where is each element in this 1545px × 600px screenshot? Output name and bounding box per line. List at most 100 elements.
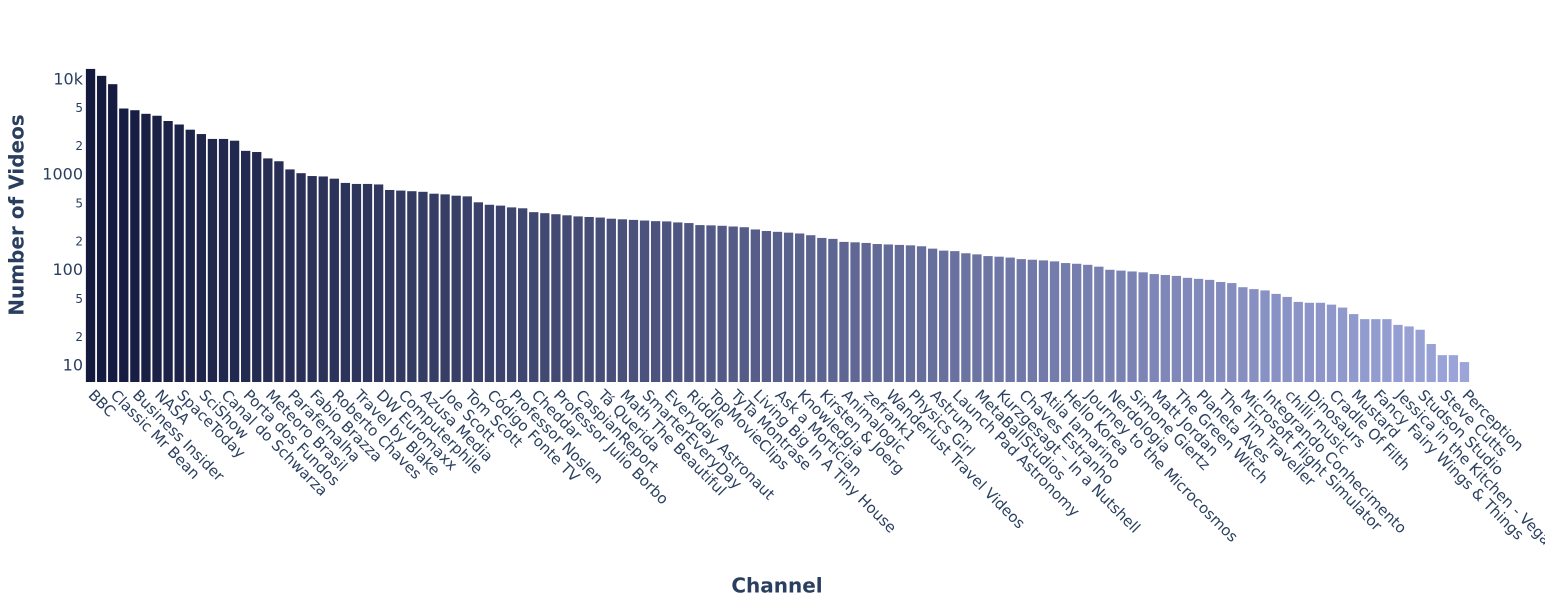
bar	[1382, 319, 1392, 382]
bar	[1193, 278, 1204, 382]
bar	[329, 178, 339, 382]
bar	[916, 246, 927, 382]
bar	[639, 220, 650, 382]
bar	[418, 191, 428, 382]
bar	[1016, 259, 1026, 382]
bar	[983, 256, 993, 382]
bar	[1260, 290, 1270, 382]
bar	[562, 215, 572, 382]
bar	[1005, 257, 1015, 382]
bar	[1315, 302, 1326, 382]
bar	[1160, 274, 1170, 382]
bar	[1448, 355, 1459, 382]
bar	[130, 110, 140, 383]
bar	[96, 75, 107, 383]
bar	[872, 244, 882, 382]
y-tick-label: 2	[75, 330, 83, 344]
bar	[1459, 362, 1470, 382]
bar	[440, 194, 450, 382]
y-tick-label: 2	[75, 139, 83, 153]
bar	[684, 223, 694, 382]
bar	[540, 213, 550, 382]
bar	[1149, 274, 1159, 382]
bar	[196, 134, 206, 382]
bar	[573, 216, 583, 382]
bar	[772, 231, 783, 382]
bar	[218, 138, 229, 382]
y-tick-label: 1000	[42, 165, 83, 184]
bar	[584, 216, 594, 382]
bar	[307, 176, 317, 382]
bar	[207, 138, 218, 382]
bar	[1105, 269, 1115, 382]
bar	[1027, 259, 1037, 382]
bar	[1415, 329, 1425, 382]
bar	[108, 84, 118, 383]
bar	[263, 158, 273, 382]
bar	[506, 207, 517, 382]
bar	[484, 204, 495, 382]
bar	[1116, 270, 1126, 382]
bar	[1426, 344, 1436, 382]
bar	[861, 242, 871, 382]
bar	[229, 140, 240, 382]
bar	[1360, 319, 1370, 382]
bar	[839, 241, 849, 382]
bar	[972, 254, 982, 382]
y-tick-label: 2	[75, 234, 83, 248]
bar	[817, 237, 827, 382]
y-axis-title: Number of Videos	[5, 114, 29, 315]
bar	[939, 250, 949, 382]
bar	[750, 229, 760, 382]
bar	[1138, 272, 1148, 382]
bar	[706, 225, 716, 382]
bar	[529, 212, 539, 382]
bar	[1127, 271, 1137, 382]
bar	[950, 251, 960, 382]
bar	[1282, 296, 1292, 382]
bar	[296, 173, 306, 382]
y-tick-label: 100	[52, 260, 83, 279]
bar	[396, 190, 406, 382]
bar	[495, 205, 506, 382]
bar	[1204, 279, 1215, 382]
bar	[1072, 263, 1082, 382]
bar	[1371, 319, 1381, 382]
y-tick-label: 5	[75, 101, 83, 115]
bar	[1238, 287, 1248, 382]
bar	[628, 219, 639, 382]
y-tick-label: 5	[75, 292, 83, 306]
bar	[728, 226, 738, 382]
bar	[1060, 263, 1071, 382]
bar	[606, 218, 616, 382]
bar	[739, 227, 749, 382]
y-tick-label: 10k	[53, 69, 83, 88]
bar	[551, 214, 561, 382]
bar	[650, 221, 661, 382]
bar	[185, 129, 195, 382]
bar	[429, 193, 439, 382]
bar	[285, 169, 295, 382]
bar	[1293, 301, 1303, 382]
y-tick-label: 5	[75, 196, 83, 210]
bar	[850, 242, 860, 382]
bar	[783, 232, 794, 382]
bar	[252, 152, 262, 382]
bar	[518, 208, 528, 382]
bar	[1404, 326, 1414, 382]
bar	[662, 221, 672, 382]
bar	[905, 245, 916, 382]
bar	[1326, 304, 1337, 382]
bar	[1171, 275, 1182, 382]
bar	[994, 256, 1004, 382]
bar	[274, 161, 284, 382]
bar	[85, 68, 96, 382]
bar	[152, 115, 162, 382]
bar	[806, 235, 816, 382]
bar	[961, 253, 971, 382]
bar	[1083, 264, 1093, 382]
bar	[1304, 302, 1314, 382]
bar	[462, 196, 472, 382]
bar	[1337, 307, 1348, 382]
bar	[340, 182, 351, 382]
